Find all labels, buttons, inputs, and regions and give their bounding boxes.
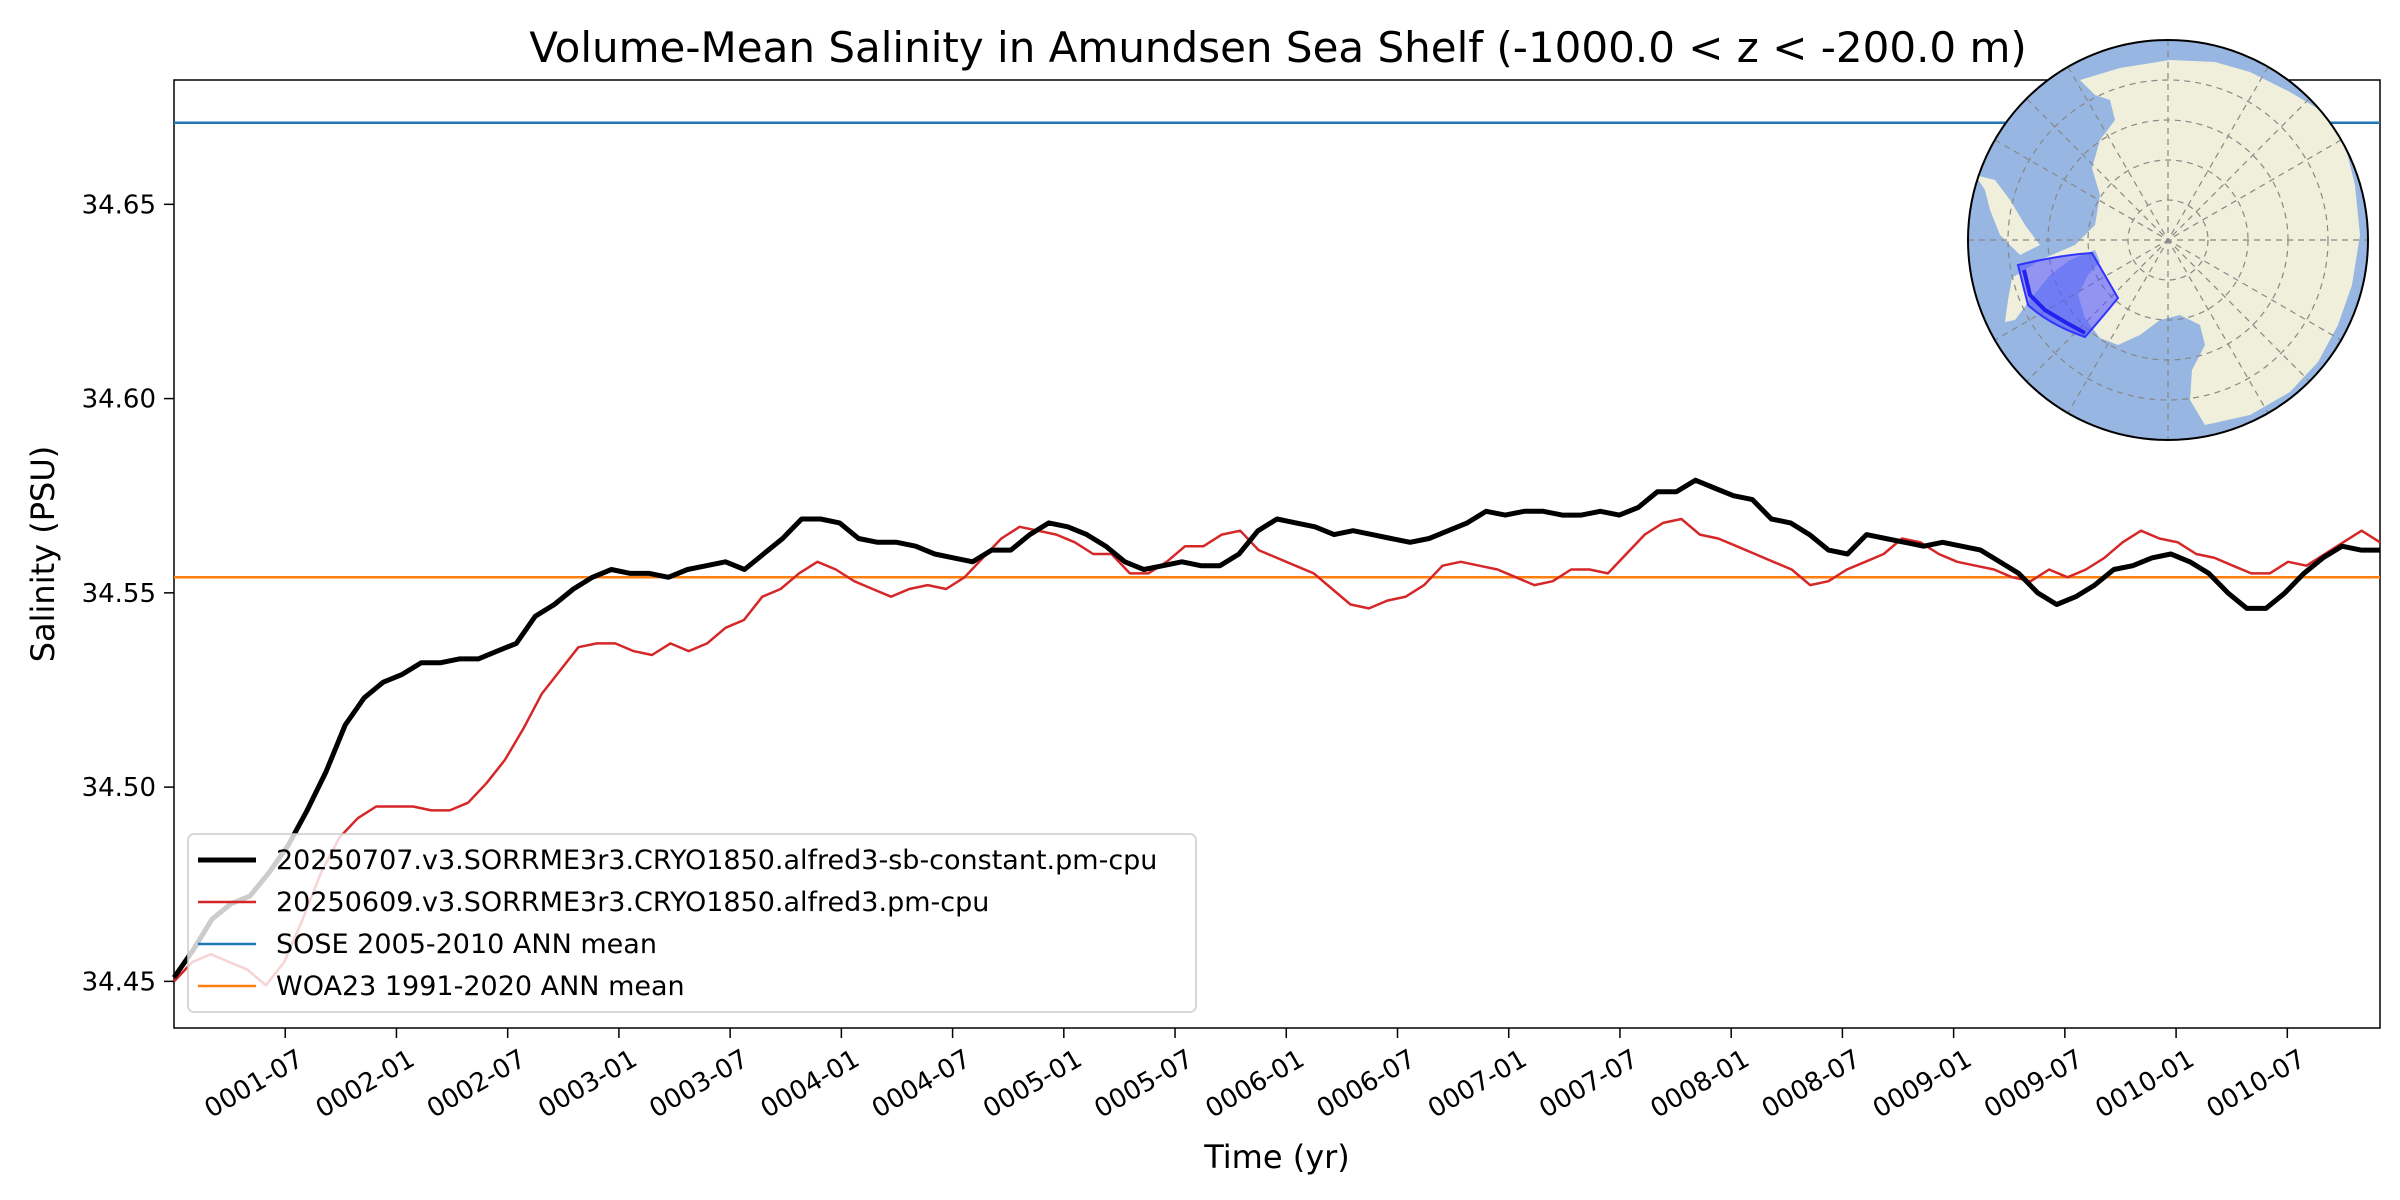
legend-label-series-2: 20250609.v3.SORRME3r3.CRYO1850.alfred3.p…: [276, 887, 989, 918]
y-tick-label: 34.65: [82, 190, 156, 220]
x-tick-label: 0005-01: [978, 1044, 1087, 1124]
y-tick-label: 34.45: [82, 967, 156, 997]
legend-box: [187, 833, 1197, 1013]
x-tick-label: 0007-01: [1423, 1044, 1532, 1124]
x-tick-label: 0004-07: [867, 1044, 976, 1124]
x-tick-label: 0004-01: [756, 1044, 865, 1124]
x-tick-label: 0008-07: [1757, 1044, 1866, 1124]
x-axis-label: Time (yr): [1203, 1138, 1350, 1176]
x-tick-label: 0006-07: [1312, 1044, 1421, 1124]
x-tick-label: 0010-01: [2090, 1044, 2199, 1124]
chart-title: Volume-Mean Salinity in Amundsen Sea She…: [529, 23, 2027, 72]
antarctica-landmass: [2005, 60, 2360, 425]
x-tick-label: 0005-07: [1089, 1044, 1198, 1124]
x-tick-label: 0006-01: [1201, 1044, 1310, 1124]
legend-label-series-1: 20250707.v3.SORRME3r3.CRYO1850.alfred3-s…: [276, 845, 1157, 876]
y-tick-label: 34.55: [82, 579, 156, 609]
legend: 20250707.v3.SORRME3r3.CRYO1850.alfred3-s…: [187, 833, 1197, 1013]
globe-outline: [1967, 39, 2369, 441]
x-tick-label: 0003-07: [645, 1044, 754, 1124]
amundsen-coast: [2022, 269, 2086, 335]
series-line-alfred3-sb-constant: [171, 477, 2380, 979]
y-tick-label: 34.50: [82, 773, 156, 803]
amundsen-region-highlight: [2016, 251, 2120, 339]
y-tick-label: 34.60: [82, 385, 156, 415]
y-axis: 34.45 34.50 34.55 34.60 34.65: [82, 190, 174, 997]
x-tick-label: 0009-07: [1979, 1044, 2088, 1124]
y-axis-label: Salinity (PSU): [24, 446, 62, 663]
legend-label-woa: WOA23 1991-2020 ANN mean: [276, 971, 685, 1002]
x-axis: 0001-07 0002-01 0002-07 0003-01 0003-07 0004-…: [200, 1028, 2311, 1124]
x-tick-label: 0002-07: [422, 1044, 531, 1124]
x-tick-label: 0001-07: [200, 1044, 309, 1124]
antarctica-inset-map: [1967, 39, 2369, 441]
legend-label-sose: SOSE 2005-2010 ANN mean: [276, 929, 657, 960]
series-line-alfred3: [173, 517, 2381, 987]
x-tick-label: 0010-07: [2202, 1044, 2311, 1124]
series-lines: [171, 477, 2381, 987]
antarctic-peninsula: [1975, 175, 2040, 255]
plot-area: [173, 79, 2381, 1029]
x-tick-label: 0002-01: [311, 1044, 420, 1124]
x-tick-label: 0009-01: [1868, 1044, 1977, 1124]
x-tick-label: 0008-01: [1646, 1044, 1755, 1124]
x-tick-label: 0003-01: [533, 1044, 642, 1124]
x-tick-label: 0007-07: [1534, 1044, 1643, 1124]
